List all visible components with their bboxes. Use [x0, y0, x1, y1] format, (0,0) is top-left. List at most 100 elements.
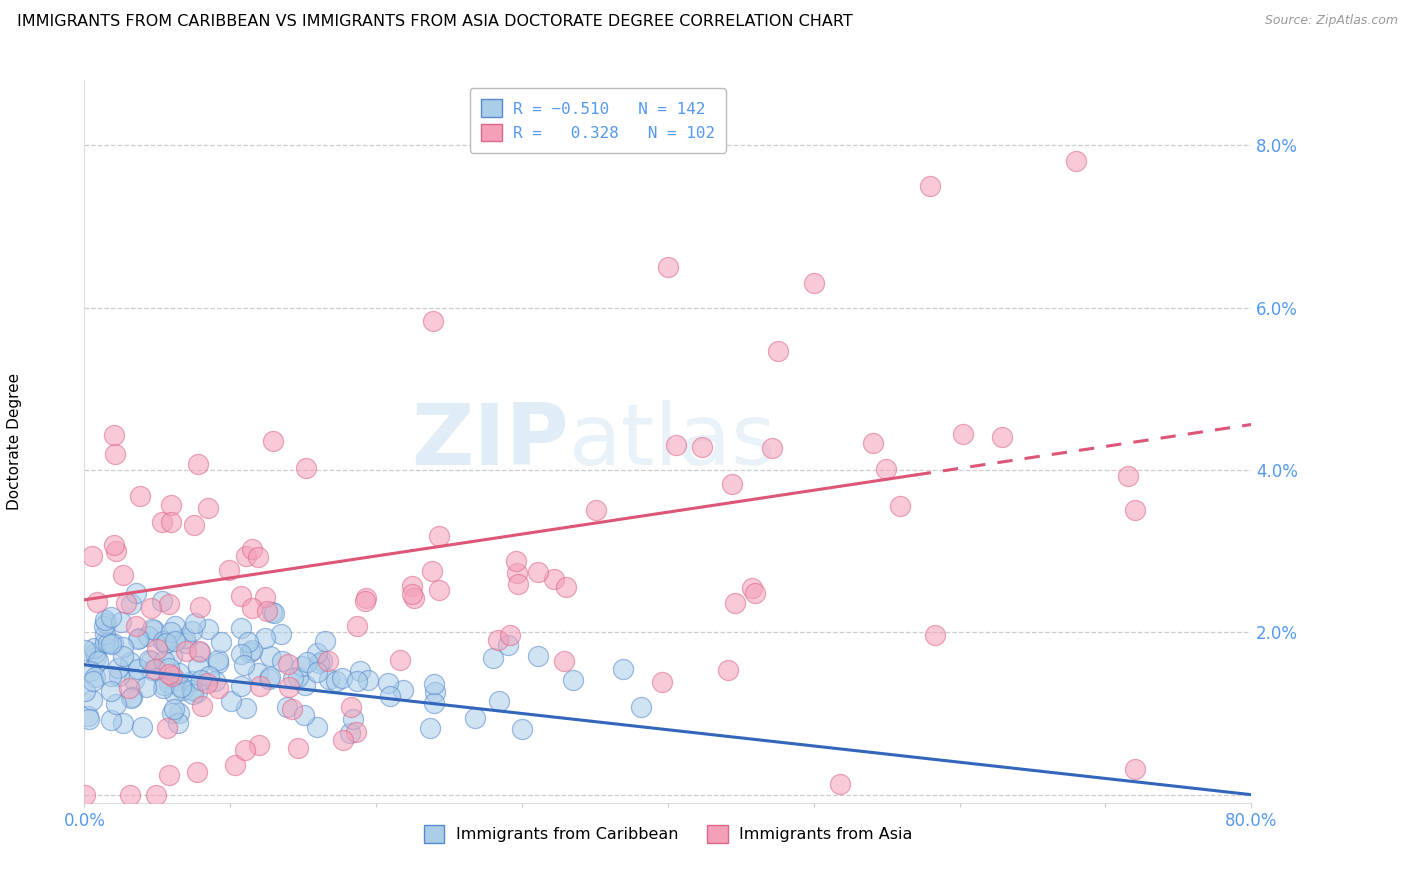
- Point: [167, 666, 190, 681]
- Point: [420, 564, 443, 578]
- Point: [138, 653, 160, 667]
- Point: [82, 674, 104, 689]
- Point: [553, 654, 575, 668]
- Point: [506, 577, 529, 591]
- Point: [464, 711, 486, 725]
- Point: [82, 693, 104, 707]
- Point: [401, 587, 423, 601]
- Point: [84, 646, 107, 660]
- Point: [287, 741, 309, 756]
- Point: [294, 460, 316, 475]
- Point: [141, 623, 163, 637]
- Point: [105, 698, 128, 712]
- Point: [238, 635, 260, 649]
- Point: [112, 640, 135, 654]
- Point: [339, 725, 361, 739]
- Point: [181, 683, 204, 698]
- Point: [75, 788, 97, 802]
- Point: [145, 788, 167, 802]
- Point: [187, 659, 209, 673]
- Point: [554, 580, 576, 594]
- Point: [239, 645, 262, 659]
- Point: [287, 670, 309, 684]
- Point: [232, 658, 254, 673]
- Point: [768, 343, 790, 358]
- Point: [481, 650, 503, 665]
- Point: [219, 694, 242, 708]
- Point: [181, 624, 204, 638]
- Point: [207, 656, 229, 670]
- Point: [188, 599, 211, 614]
- Point: [160, 515, 183, 529]
- Point: [190, 673, 212, 687]
- Point: [174, 631, 197, 645]
- Point: [422, 314, 444, 328]
- Point: [527, 648, 550, 663]
- Point: [197, 623, 219, 637]
- Point: [295, 655, 318, 669]
- Text: IMMIGRANTS FROM CARIBBEAN VS IMMIGRANTS FROM ASIA DOCTORATE DEGREE CORRELATION C: IMMIGRANTS FROM CARIBBEAN VS IMMIGRANTS …: [17, 14, 852, 29]
- Point: [281, 671, 304, 685]
- Point: [94, 627, 117, 641]
- Point: [100, 637, 122, 651]
- Point: [346, 673, 368, 688]
- Point: [612, 662, 634, 676]
- Point: [207, 653, 229, 667]
- Point: [139, 654, 162, 668]
- Point: [259, 648, 281, 663]
- Point: [143, 623, 166, 637]
- Point: [120, 690, 142, 705]
- Point: [419, 722, 441, 736]
- Point: [125, 586, 148, 600]
- Point: [167, 706, 190, 720]
- Point: [198, 669, 221, 683]
- Point: [527, 566, 550, 580]
- Point: [94, 615, 117, 630]
- Point: [249, 679, 271, 693]
- Point: [166, 716, 188, 731]
- Point: [83, 670, 105, 684]
- Point: [160, 498, 183, 512]
- Point: [506, 566, 529, 580]
- Point: [270, 654, 292, 668]
- Point: [104, 543, 127, 558]
- Point: [724, 596, 747, 610]
- Point: [308, 656, 330, 670]
- Point: [155, 636, 177, 650]
- Point: [183, 517, 205, 532]
- Point: [496, 638, 519, 652]
- Point: [744, 585, 766, 599]
- Point: [330, 671, 353, 685]
- Point: [741, 581, 763, 595]
- Point: [830, 776, 852, 790]
- Point: [1123, 762, 1146, 776]
- Point: [231, 679, 253, 693]
- Point: [100, 668, 122, 682]
- Point: [139, 601, 162, 615]
- Point: [157, 661, 180, 675]
- Point: [318, 673, 340, 687]
- Point: [156, 721, 179, 735]
- Point: [427, 529, 450, 543]
- Point: [291, 659, 314, 673]
- Point: [128, 631, 150, 645]
- Point: [150, 594, 173, 608]
- Point: [152, 681, 174, 696]
- Point: [77, 709, 100, 723]
- Point: [585, 503, 607, 517]
- Point: [121, 597, 143, 611]
- Point: [235, 743, 257, 757]
- Point: [378, 689, 401, 703]
- Point: [651, 674, 673, 689]
- Point: [94, 635, 117, 649]
- Point: [157, 667, 180, 681]
- Point: [276, 699, 298, 714]
- Point: [97, 636, 120, 650]
- Point: [1123, 502, 1146, 516]
- Point: [229, 621, 252, 635]
- Point: [118, 655, 141, 669]
- Point: [115, 597, 138, 611]
- Point: [342, 712, 364, 726]
- Point: [188, 645, 211, 659]
- Point: [136, 629, 159, 643]
